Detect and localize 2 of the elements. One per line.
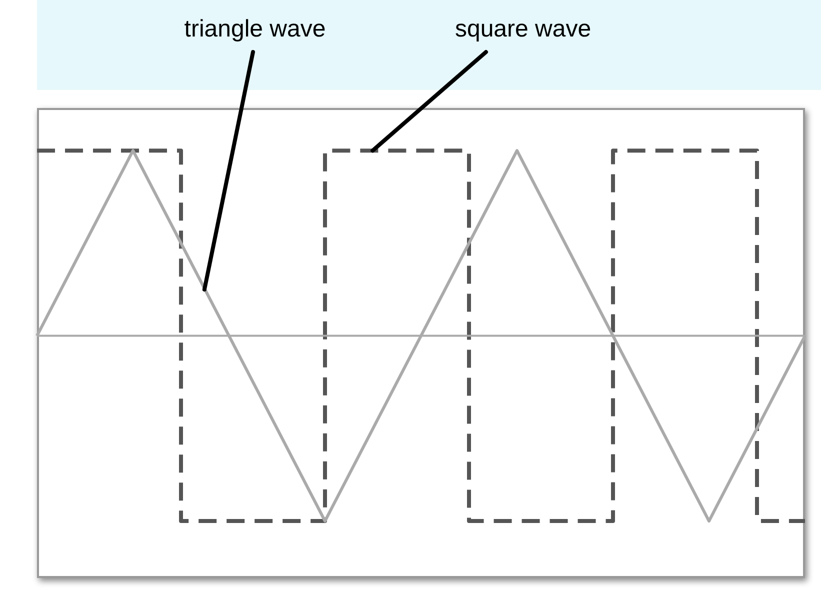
text: square wave xyxy=(454,16,592,43)
text: triangle wave xyxy=(184,16,326,43)
